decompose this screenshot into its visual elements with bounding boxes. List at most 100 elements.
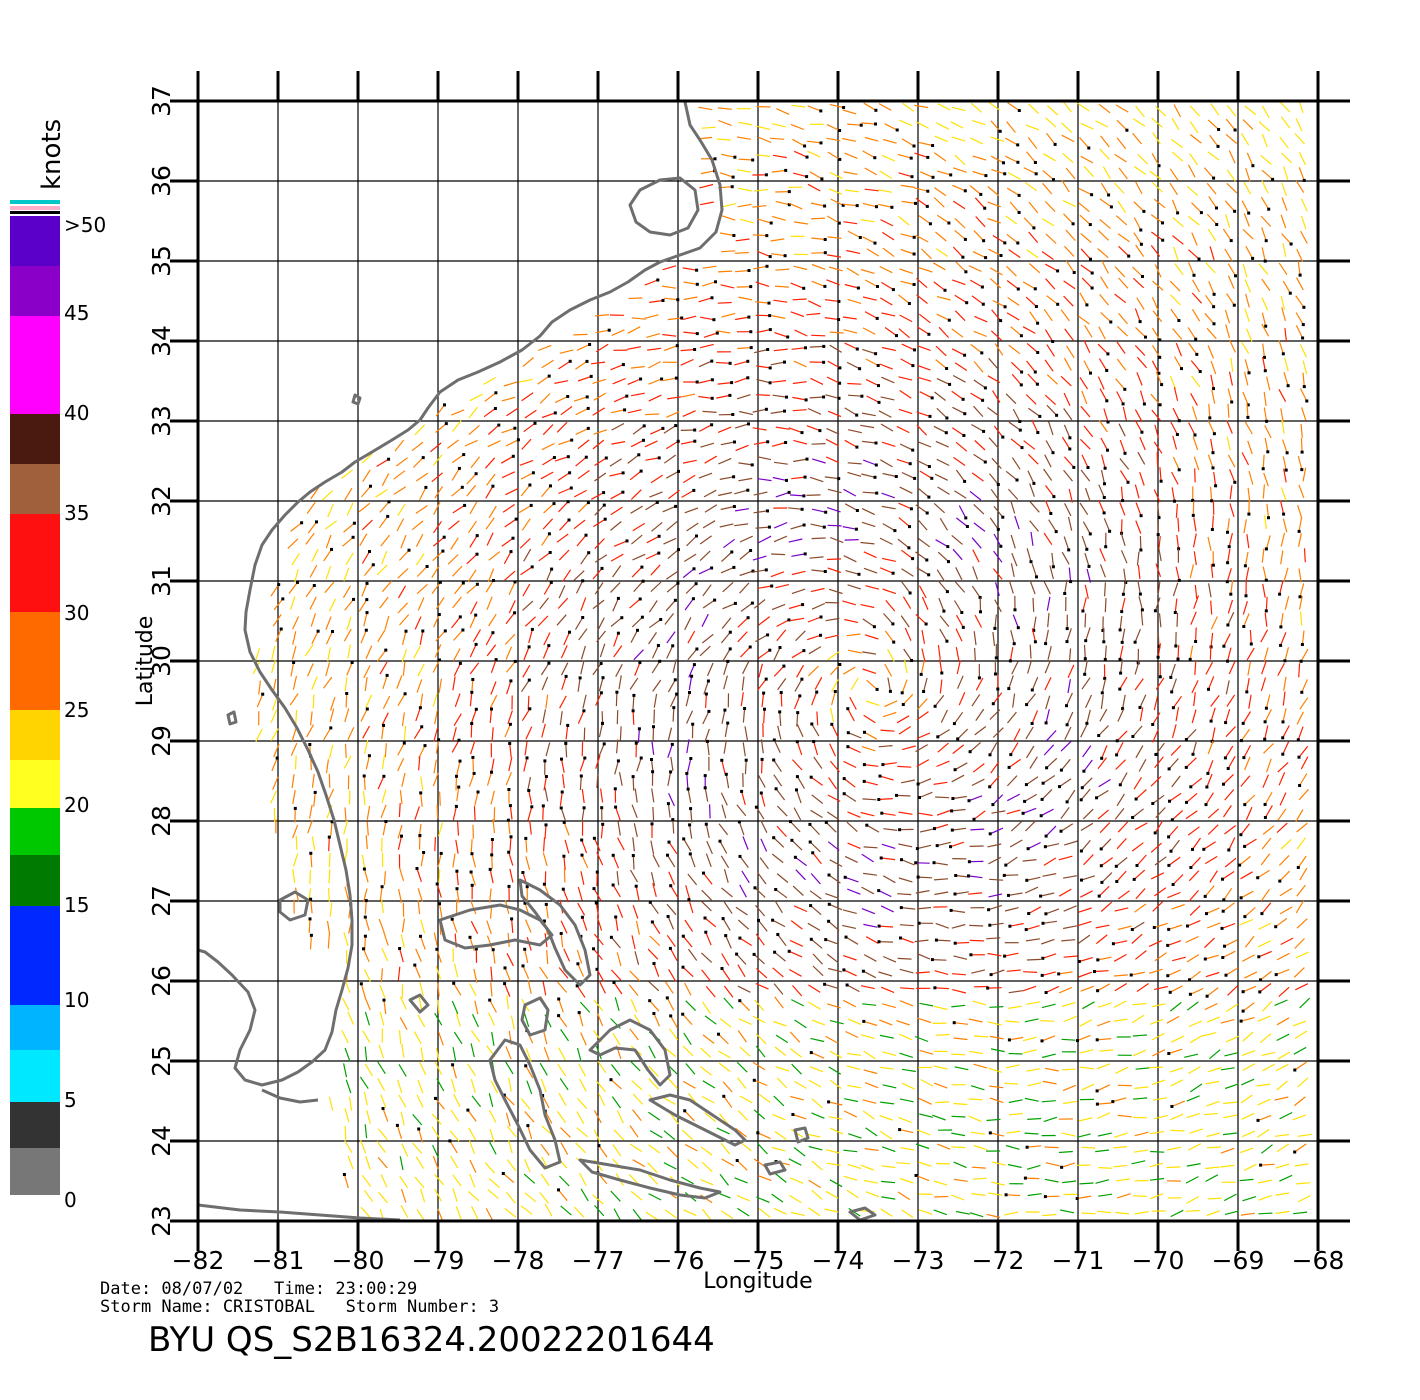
wind-vector — [935, 796, 950, 799]
vector-head — [1003, 305, 1007, 309]
wind-vector — [1049, 565, 1054, 580]
wind-vector — [970, 137, 984, 145]
wind-vector — [721, 250, 736, 253]
wind-vector — [1208, 1066, 1222, 1073]
wind-vector — [1188, 249, 1200, 260]
vector-head — [750, 463, 754, 467]
wind-vector — [824, 476, 839, 480]
legend-band-0-5-dark — [10, 1102, 60, 1148]
vector-head — [1170, 818, 1174, 822]
wind-vector — [753, 441, 768, 445]
wind-vector — [1004, 1211, 1019, 1216]
wind-vector — [540, 1078, 547, 1093]
vector-head — [528, 483, 532, 487]
vector-head — [1017, 193, 1021, 197]
wind-vector — [847, 230, 861, 239]
vector-head — [513, 611, 517, 615]
wind-vector — [827, 236, 842, 239]
wind-vector — [706, 741, 710, 756]
wind-vector — [1045, 908, 1060, 915]
vector-head — [1044, 991, 1048, 994]
vector-head — [559, 932, 563, 935]
wind-vector — [1079, 292, 1088, 306]
vector-head — [1025, 1145, 1029, 1149]
vector-head — [1027, 912, 1031, 915]
wind-vector — [610, 1190, 621, 1202]
wind-vector — [1279, 1111, 1293, 1120]
wind-vector — [1228, 532, 1233, 547]
vector-head — [474, 947, 478, 951]
vector-head — [908, 591, 912, 595]
wind-vector — [1083, 425, 1094, 438]
wind-vector — [1153, 1097, 1168, 1101]
vector-head — [1040, 973, 1044, 977]
wind-vector — [993, 505, 1004, 518]
vector-head — [444, 422, 448, 426]
wind-vector — [291, 645, 297, 660]
wind-vector — [401, 712, 405, 727]
vector-head — [946, 545, 950, 549]
wind-vector — [1138, 759, 1147, 772]
wind-vector — [878, 971, 893, 977]
wind-vector — [843, 793, 857, 802]
wind-vector — [1097, 956, 1112, 961]
vector-head — [580, 853, 584, 857]
wind-vector — [863, 1020, 878, 1027]
wind-vector — [271, 757, 278, 772]
wind-vector — [1280, 487, 1287, 501]
wind-vector — [918, 267, 933, 273]
vector-head — [962, 434, 966, 437]
wind-vector — [776, 619, 790, 628]
wind-vector — [1260, 970, 1272, 981]
wind-vector — [344, 599, 354, 611]
wind-vector — [327, 647, 331, 662]
vector-head — [1263, 737, 1267, 741]
vector-head — [912, 252, 916, 256]
wind-vector — [1096, 1084, 1110, 1092]
wind-vector — [1171, 810, 1184, 821]
wind-vector — [752, 427, 767, 431]
wind-vector — [934, 1195, 949, 1198]
vector-head — [387, 500, 391, 504]
wind-vector — [1117, 1114, 1132, 1118]
wind-vector — [521, 708, 531, 722]
wind-vector — [483, 408, 496, 418]
wind-vector — [1242, 1031, 1254, 1042]
wind-vector — [455, 839, 459, 854]
wind-vector — [610, 581, 621, 593]
wind-vector — [662, 285, 677, 289]
wind-vector — [882, 711, 897, 718]
wind-vector — [595, 902, 600, 917]
wind-vector — [971, 423, 984, 432]
wind-vector — [1150, 842, 1162, 853]
wind-vector — [1046, 404, 1058, 416]
vector-head — [387, 457, 391, 461]
wind-vector — [881, 505, 896, 510]
wind-vector — [1185, 1176, 1199, 1184]
vector-head — [713, 157, 717, 161]
wind-vector — [739, 550, 751, 560]
wind-vector — [685, 1063, 696, 1075]
wind-vector — [773, 348, 788, 352]
wind-vector — [1132, 1034, 1147, 1037]
wind-vector — [363, 665, 371, 679]
wind-vector — [917, 519, 928, 531]
wind-vector — [1044, 454, 1052, 468]
lat-tick-label: 23 — [147, 1205, 176, 1237]
wind-vector — [1099, 548, 1106, 562]
wind-vector — [648, 1193, 662, 1201]
wind-vector — [487, 440, 501, 448]
vector-head — [1300, 450, 1304, 454]
wind-vector — [436, 1078, 445, 1092]
vector-head — [952, 722, 956, 726]
wind-vector — [1170, 294, 1181, 306]
vector-head — [652, 725, 655, 729]
vector-head — [641, 579, 645, 583]
wind-vector — [1064, 726, 1072, 740]
vector-head — [1109, 320, 1113, 324]
wind-vector — [845, 570, 860, 575]
wind-vector — [309, 870, 311, 885]
wind-vector — [1100, 694, 1104, 709]
vector-head — [1127, 254, 1131, 258]
